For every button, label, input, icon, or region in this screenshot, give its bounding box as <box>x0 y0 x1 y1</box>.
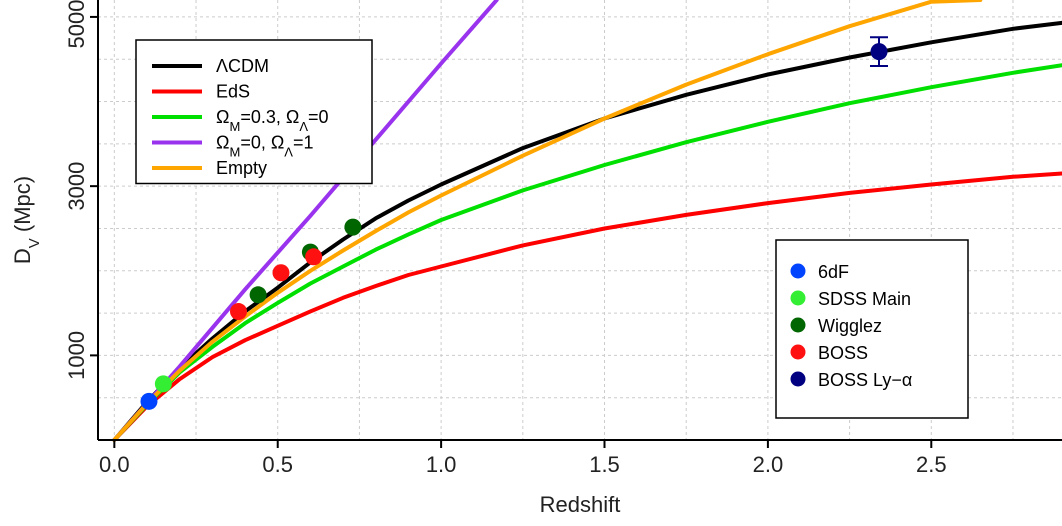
legend-label-6df: 6dF <box>818 262 849 282</box>
data-point-6df <box>140 392 158 410</box>
data-point-boss <box>305 248 323 266</box>
legend-label-cdm: ΛCDM <box>216 56 269 76</box>
series-line-empty <box>112 0 983 442</box>
data-point-sdss-main <box>154 375 172 393</box>
y-axis-title: DV (Mpc) <box>10 176 43 264</box>
x-tick-label: 1.0 <box>426 452 457 477</box>
legend-label-empty: Empty <box>216 158 267 178</box>
legend-marker-boss <box>790 344 806 360</box>
points-layer <box>140 36 889 410</box>
y-tick-labels: 1000 3000 5000 <box>64 0 89 380</box>
legend-label-boss-ly: BOSS Ly−α <box>818 370 912 390</box>
data-point-wigglez <box>344 218 362 236</box>
x-tick-label: 2.5 <box>916 452 947 477</box>
data-point-boss <box>272 264 290 282</box>
x-tick-label: 1.5 <box>589 452 620 477</box>
points-legend: 6dF SDSS Main Wigglez BOSS BOSS Ly−α <box>775 239 969 419</box>
legend-label-sdss-main: SDSS Main <box>818 289 911 309</box>
x-tick-labels: 0.0 0.5 1.0 1.5 2.0 2.5 <box>99 452 947 477</box>
series-line-cdm <box>112 20 1062 442</box>
y-axis-title-sub: V <box>26 238 43 248</box>
y-axis-title-unit: (Mpc) <box>10 176 35 238</box>
y-tick-label: 5000 <box>64 0 89 48</box>
axes <box>90 0 1062 448</box>
legend-label-eds: EdS <box>216 82 250 102</box>
legend-marker-wigglez <box>790 317 806 333</box>
data-point-boss <box>230 303 248 321</box>
legend-label-boss: BOSS <box>818 343 868 363</box>
data-point-wigglez <box>249 286 267 304</box>
y-tick-label: 3000 <box>64 162 89 211</box>
data-point-boss-ly <box>870 43 888 61</box>
y-axis-title-main: D <box>10 248 35 264</box>
series-line-eds <box>112 171 1062 442</box>
legend-marker-boss-ly <box>790 371 806 387</box>
series-line-m-0-1 <box>112 0 499 442</box>
x-tick-label: 2.0 <box>753 452 784 477</box>
legend-marker-6df <box>790 263 806 279</box>
x-axis-title: Redshift <box>540 492 621 517</box>
x-tick-label: 0.0 <box>99 452 130 477</box>
y-tick-label: 1000 <box>64 331 89 380</box>
legend-marker-sdss-main <box>790 290 806 306</box>
x-tick-label: 0.5 <box>262 452 293 477</box>
legend-label-wigglez: Wigglez <box>818 316 882 336</box>
lines-legend-box <box>135 39 373 185</box>
series-line-m-0-3-0 <box>112 63 1062 442</box>
points-legend-box <box>775 239 969 419</box>
series-layer <box>112 0 1062 442</box>
